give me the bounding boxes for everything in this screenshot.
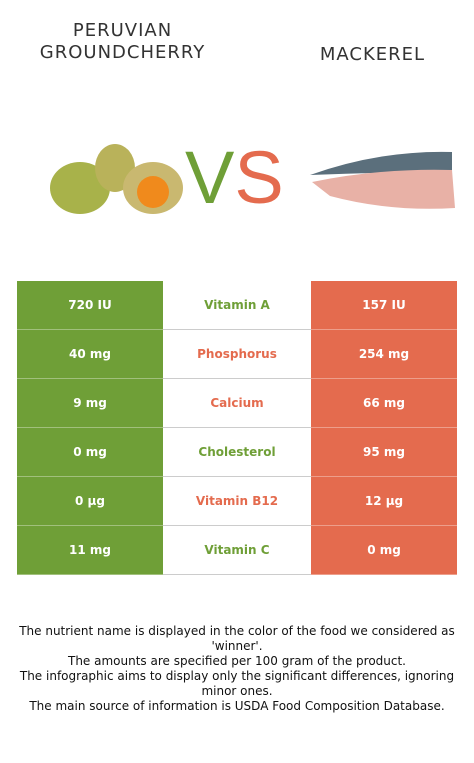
footer: The nutrient name is displayed in the co… (15, 624, 459, 714)
left-value: 9 mg (17, 379, 163, 428)
right-value: 254 mg (311, 330, 457, 379)
left-value: 40 mg (17, 330, 163, 379)
nutrient-name: Vitamin B12 (163, 477, 311, 526)
table-row: 40 mg Phosphorus 254 mg (17, 330, 457, 379)
left-value: 720 IU (17, 281, 163, 330)
vs-v: V (185, 136, 235, 219)
nutrient-name: Vitamin C (163, 526, 311, 575)
footer-line: The main source of information is USDA F… (29, 699, 445, 713)
right-value: 12 µg (311, 477, 457, 526)
groundcherry-image (50, 144, 183, 214)
table-row: 720 IU Vitamin A 157 IU (17, 281, 457, 330)
nutrient-name: Phosphorus (163, 330, 311, 379)
vs-s: S (234, 136, 284, 219)
comparison-table: 720 IU Vitamin A 157 IU 40 mg Phosphorus 254 … (17, 281, 457, 575)
left-value: 0 mg (17, 428, 163, 477)
table-row: 0 mg Cholesterol 95 mg (17, 428, 457, 477)
nutrient-name: Vitamin A (163, 281, 311, 330)
images (50, 144, 455, 214)
right-food-name: MACKEREL (319, 44, 426, 65)
left-value: 0 µg (17, 477, 163, 526)
mackerel-image (310, 151, 455, 209)
nutrient-name: Cholesterol (163, 428, 311, 477)
right-value: 66 mg (311, 379, 457, 428)
table-row: 9 mg Calcium 66 mg (17, 379, 457, 428)
right-value: 0 mg (311, 526, 457, 575)
right-value: 157 IU (311, 281, 457, 330)
footer-line: The nutrient name is displayed in the co… (19, 624, 455, 653)
table-row: 0 µg Vitamin B12 12 µg (17, 477, 457, 526)
left-food-name: PERUVIAN GROUNDCHERRY (39, 20, 206, 63)
left-value: 11 mg (17, 526, 163, 575)
vs: VS (185, 135, 284, 220)
nutrient-name: Calcium (163, 379, 311, 428)
right-value: 95 mg (311, 428, 457, 477)
footer-line: The amounts are specified per 100 gram o… (67, 654, 406, 668)
footer-line: The infographic aims to display only the… (19, 669, 455, 698)
